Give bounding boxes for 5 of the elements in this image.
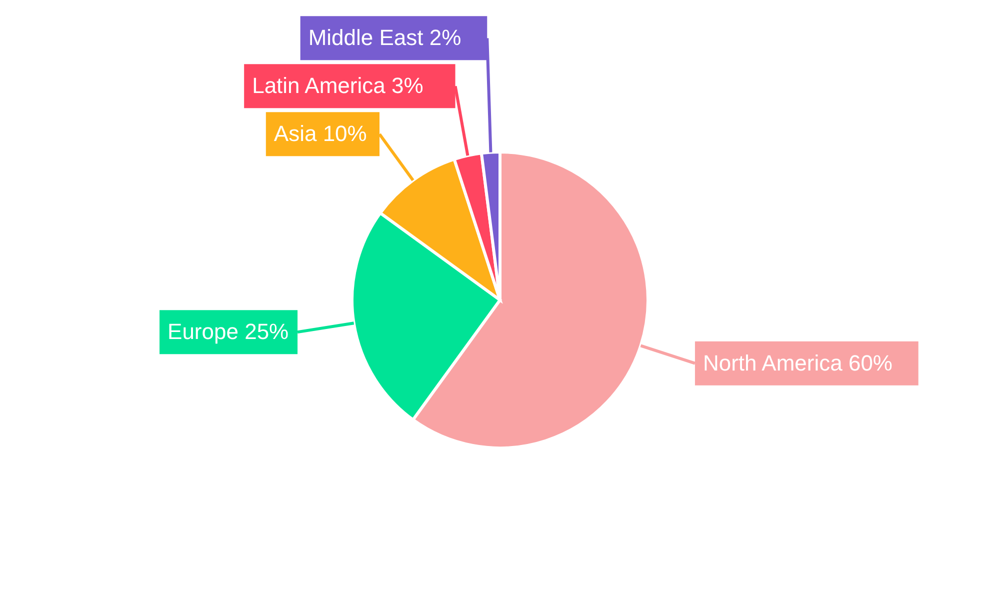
slice-label: Middle East 2% [308, 25, 462, 50]
slice-label: Asia 10% [274, 121, 367, 146]
slice-label: North America 60% [702, 350, 892, 376]
slice-label: Latin America 3% [252, 73, 424, 98]
slice-label: Europe 25% [168, 319, 289, 344]
